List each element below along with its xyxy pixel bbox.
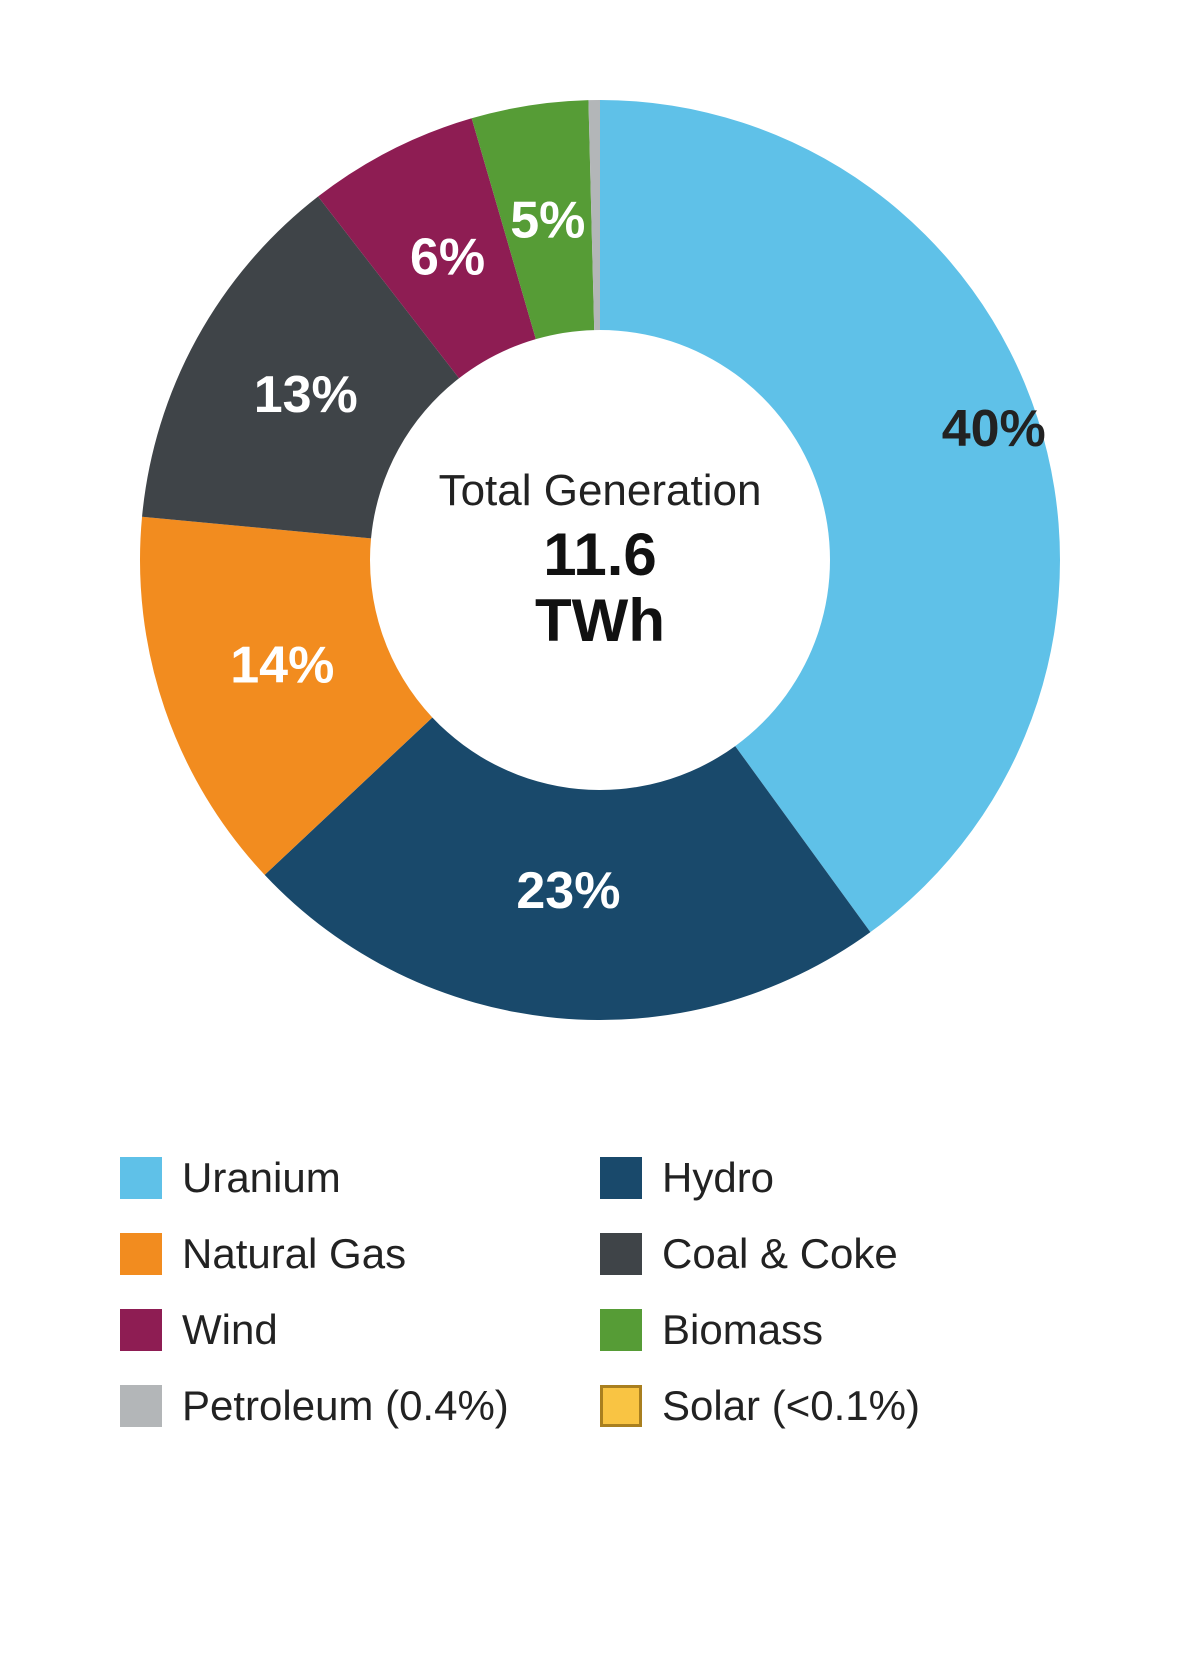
donut-chart-container: 40% 23% 14% 13% 6% 5% Total Generation 11.6 T… bbox=[130, 90, 1070, 1030]
donut-slice-label-uranium: 40% bbox=[942, 400, 1046, 458]
legend-swatch-hydro bbox=[600, 1157, 642, 1199]
legend-label-uranium: Uranium bbox=[182, 1154, 341, 1202]
donut-slice-label-hydro: 23% bbox=[516, 862, 620, 920]
legend-row: Natural Gas Coal & Coke bbox=[120, 1216, 1080, 1292]
legend-row: Petroleum (0.4%) Solar (<0.1%) bbox=[120, 1368, 1080, 1444]
center-value-number: 11.6 bbox=[543, 521, 656, 588]
legend-label-biomass: Biomass bbox=[662, 1306, 823, 1354]
donut-slice-label-wind: 6% bbox=[410, 229, 485, 287]
legend-label-naturalgas: Natural Gas bbox=[182, 1230, 406, 1278]
legend-row: Wind Biomass bbox=[120, 1292, 1080, 1368]
legend-label-solar: Solar (<0.1%) bbox=[662, 1382, 920, 1430]
legend-item-biomass: Biomass bbox=[600, 1292, 1080, 1368]
legend-item-uranium: Uranium bbox=[120, 1140, 600, 1216]
legend-label-hydro: Hydro bbox=[662, 1154, 774, 1202]
legend-swatch-naturalgas bbox=[120, 1233, 162, 1275]
legend-swatch-petroleum bbox=[120, 1385, 162, 1427]
legend-swatch-uranium bbox=[120, 1157, 162, 1199]
center-value-unit: TWh bbox=[535, 587, 665, 654]
legend: Uranium Hydro Natural Gas Coal & Coke Wind Bi… bbox=[120, 1140, 1080, 1444]
page-root: 40% 23% 14% 13% 6% 5% Total Generation 11.6 T… bbox=[0, 0, 1200, 1680]
legend-item-wind: Wind bbox=[120, 1292, 600, 1368]
donut-slice-label-naturalgas: 14% bbox=[230, 637, 334, 695]
legend-label-wind: Wind bbox=[182, 1306, 278, 1354]
legend-item-naturalgas: Natural Gas bbox=[120, 1216, 600, 1292]
center-title: Total Generation bbox=[390, 466, 810, 516]
legend-item-coalcoke: Coal & Coke bbox=[600, 1216, 1080, 1292]
donut-center-text: Total Generation 11.6 TWh bbox=[390, 466, 810, 654]
legend-swatch-biomass bbox=[600, 1309, 642, 1351]
legend-item-solar: Solar (<0.1%) bbox=[600, 1368, 1080, 1444]
legend-row: Uranium Hydro bbox=[120, 1140, 1080, 1216]
donut-slice-label-coalcoke: 13% bbox=[254, 366, 358, 424]
legend-label-petroleum: Petroleum (0.4%) bbox=[182, 1382, 509, 1430]
legend-swatch-solar bbox=[600, 1385, 642, 1427]
legend-swatch-coalcoke bbox=[600, 1233, 642, 1275]
legend-label-coalcoke: Coal & Coke bbox=[662, 1230, 898, 1278]
donut-slice-label-biomass: 5% bbox=[510, 191, 585, 249]
center-value: 11.6 TWh bbox=[390, 522, 810, 654]
legend-item-petroleum: Petroleum (0.4%) bbox=[120, 1368, 600, 1444]
legend-item-hydro: Hydro bbox=[600, 1140, 1080, 1216]
legend-swatch-wind bbox=[120, 1309, 162, 1351]
